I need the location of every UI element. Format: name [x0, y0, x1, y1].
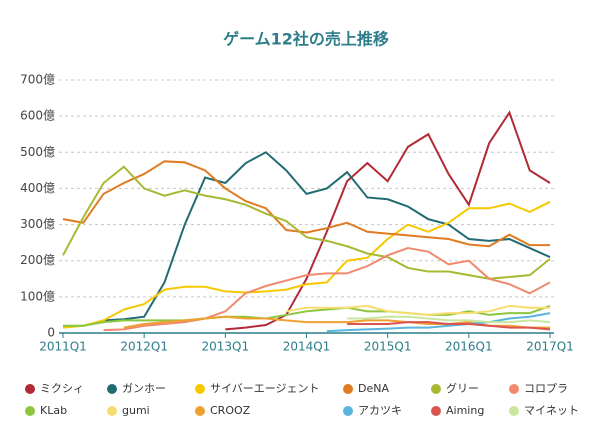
x-tick-label: 2015Q1 — [364, 340, 412, 354]
series-line — [347, 321, 551, 331]
legend-label: グリー — [446, 381, 479, 395]
legend-label: ミクシィ — [40, 382, 84, 395]
series-line — [62, 160, 550, 248]
legend-marker — [509, 406, 519, 416]
legend-label: ガンホー — [122, 382, 166, 395]
legend-marker — [25, 406, 35, 416]
y-tick-label: 700億 — [20, 73, 55, 87]
legend-label: gumi — [122, 404, 150, 417]
legend-marker — [195, 406, 205, 416]
series-line — [286, 304, 550, 316]
legend-label: サイバーエージェント — [210, 382, 320, 395]
series-line — [62, 200, 551, 329]
y-tick-label: 300億 — [20, 217, 55, 231]
series-line — [103, 151, 551, 322]
y-tick-label: 500億 — [20, 145, 55, 159]
legend-marker — [509, 384, 519, 394]
legend-label: KLab — [40, 404, 67, 417]
legend-marker — [25, 384, 35, 394]
x-tick-label: 2014Q1 — [283, 340, 331, 354]
legend-label: Aiming — [446, 404, 484, 417]
legend-label: マイネット — [524, 404, 579, 417]
legend-marker — [107, 406, 117, 416]
y-tick-label: 200億 — [20, 253, 55, 267]
series-line — [62, 165, 551, 280]
legend-marker — [107, 384, 117, 394]
legend-label: CROOZ — [210, 404, 251, 417]
legend-marker — [431, 384, 441, 394]
y-tick-label: 400億 — [20, 181, 55, 195]
x-tick-label: 2017Q1 — [526, 340, 574, 354]
x-tick-label: 2013Q1 — [202, 340, 250, 354]
legend-marker — [431, 406, 441, 416]
x-tick-label: 2011Q1 — [39, 340, 87, 354]
x-tick-label: 2012Q1 — [120, 340, 168, 354]
y-tick-label: 100億 — [20, 289, 55, 303]
y-tick-label: 0 — [47, 326, 55, 340]
x-tick-label: 2016Q1 — [445, 340, 493, 354]
series-line — [225, 110, 551, 331]
chart-title: ゲーム12社の売上推移 — [223, 30, 389, 49]
legend-marker — [343, 406, 353, 416]
series-line — [326, 312, 551, 333]
legend-label: コロプラ — [524, 382, 568, 395]
y-tick-label: 600億 — [20, 109, 55, 123]
legend-marker — [343, 384, 353, 394]
legend-marker — [195, 384, 205, 394]
legend-label: DeNA — [358, 382, 389, 395]
legend-label: アカツキ — [358, 404, 402, 417]
series-line — [63, 304, 551, 327]
series-line — [103, 247, 551, 332]
series-line — [347, 315, 551, 324]
